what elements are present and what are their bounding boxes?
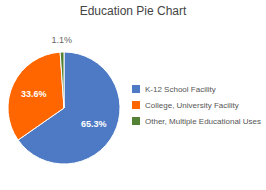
data-labels: 65.3% 33.6% 1.1% [21, 35, 107, 129]
data-label: 1.1% [51, 35, 72, 45]
title: Education Pie Chart [80, 4, 187, 18]
legend-swatch [132, 101, 140, 109]
pie-slice [8, 52, 64, 140]
legend-label: K-12 School Facility [145, 85, 216, 94]
data-label: 33.6% [21, 89, 47, 99]
chart: Education Pie Chart 65.3% 33.6% 1.1% K-12 Sc… [0, 0, 266, 190]
legend-swatch [132, 85, 140, 93]
legend-label: Other, Multiple Educational Uses [145, 117, 261, 126]
legend: K-12 School Facility College, University … [132, 85, 261, 126]
pie [8, 52, 120, 164]
pie-slice [60, 52, 64, 108]
legend-label: College, University Facility [145, 101, 239, 110]
data-label: 65.3% [81, 119, 107, 129]
legend-swatch [132, 117, 140, 125]
